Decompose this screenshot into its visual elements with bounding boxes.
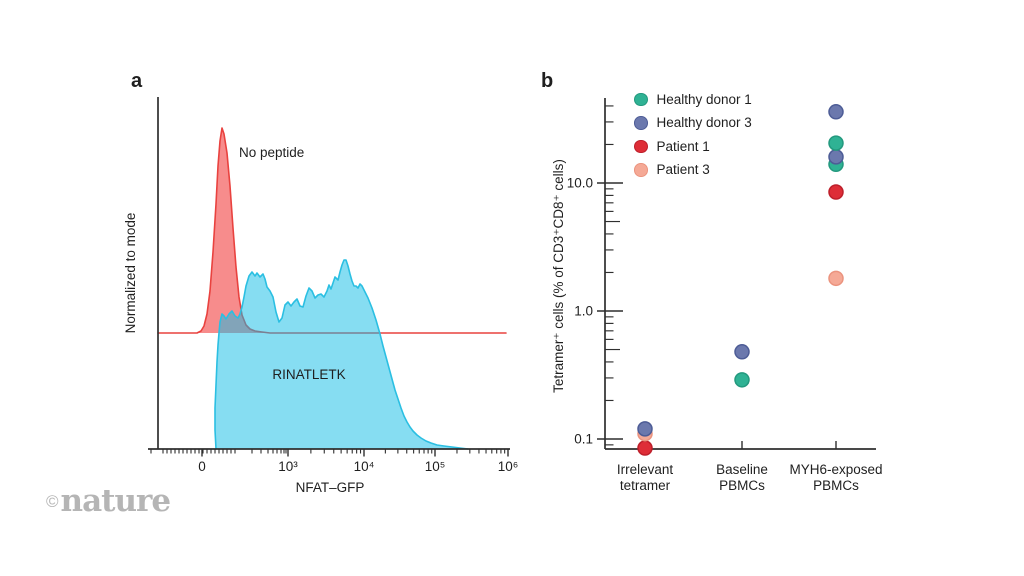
- panel-a-x-axis-label: NFAT–GFP: [295, 480, 365, 495]
- data-point-hd3: [734, 344, 750, 360]
- legend-item-healthy-donor-3: Healthy donor 3: [634, 111, 752, 134]
- panel-a-tick-label: 10⁶: [498, 459, 519, 474]
- legend: Healthy donor 1 Healthy donor 3 Patient …: [634, 88, 752, 182]
- legend-label-healthy-donor-3: Healthy donor 3: [656, 115, 752, 131]
- panel-a-y-axis-label: Normalized to mode: [123, 212, 139, 334]
- legend-label-healthy-donor-1: Healthy donor 1: [656, 91, 752, 107]
- legend-item-healthy-donor-1: Healthy donor 1: [634, 88, 752, 111]
- annotation-rinatletk: RINATLETK: [272, 367, 346, 382]
- panel-b-plot: 10.0 1.0 0.1 Irrelevant tetramer Baseline PBMC…: [567, 98, 883, 493]
- panel-a-tick-label: 0: [198, 459, 206, 474]
- legend-label-patient-3: Patient 3: [656, 162, 710, 178]
- data-point-hd1: [734, 372, 750, 388]
- panel-b-category-label: Baseline PBMCs: [716, 462, 768, 493]
- data-point-hd3: [637, 421, 653, 437]
- legend-label-patient-1: Patient 1: [656, 138, 710, 154]
- legend-dot-healthy-donor-1: [634, 92, 648, 107]
- legend-dot-patient-3: [634, 163, 648, 177]
- panel-a-tick-label: 10⁴: [354, 459, 375, 474]
- nature-watermark: © nature: [46, 483, 172, 519]
- panel-a-tick-label: 10⁵: [425, 459, 446, 474]
- panel-b-label: b: [541, 70, 554, 92]
- copyright-symbol: ©: [46, 491, 59, 511]
- panel-b-y-axis-label: Tetramer⁺ cells (% of CD3⁺CD8⁺ cells): [551, 159, 567, 393]
- histogram-curve-rinatletk: [214, 259, 469, 450]
- panel-a-plot: 0 10³ 10⁴ 10⁵ 10⁶: [148, 97, 518, 474]
- panel-a-label: a: [131, 70, 143, 92]
- panel-b-tick-label: 0.1: [574, 432, 593, 447]
- data-point-p1: [828, 184, 844, 200]
- panel-b-category-label: Irrelevant tetramer: [617, 462, 674, 493]
- legend-dot-healthy-donor-3: [634, 116, 648, 130]
- data-point-hd3: [828, 104, 844, 120]
- annotation-no-peptide: No peptide: [239, 145, 305, 160]
- panel-b-category-label: MYH6-exposed PBMCs: [789, 462, 882, 493]
- legend-dot-patient-1: [634, 139, 648, 154]
- legend-item-patient-1: Patient 1: [634, 135, 752, 158]
- data-point-p3: [828, 270, 844, 287]
- panel-b-tick-label: 10.0: [567, 176, 593, 191]
- nature-wordmark: nature: [60, 483, 172, 519]
- data-point-p1: [637, 440, 653, 456]
- panel-a-tick-label: 10³: [278, 459, 298, 474]
- legend-item-patient-3: Patient 3: [634, 158, 752, 181]
- data-point-hd1: [828, 135, 844, 151]
- panel-b-tick-label: 1.0: [574, 304, 593, 319]
- data-point-hd3: [828, 149, 844, 165]
